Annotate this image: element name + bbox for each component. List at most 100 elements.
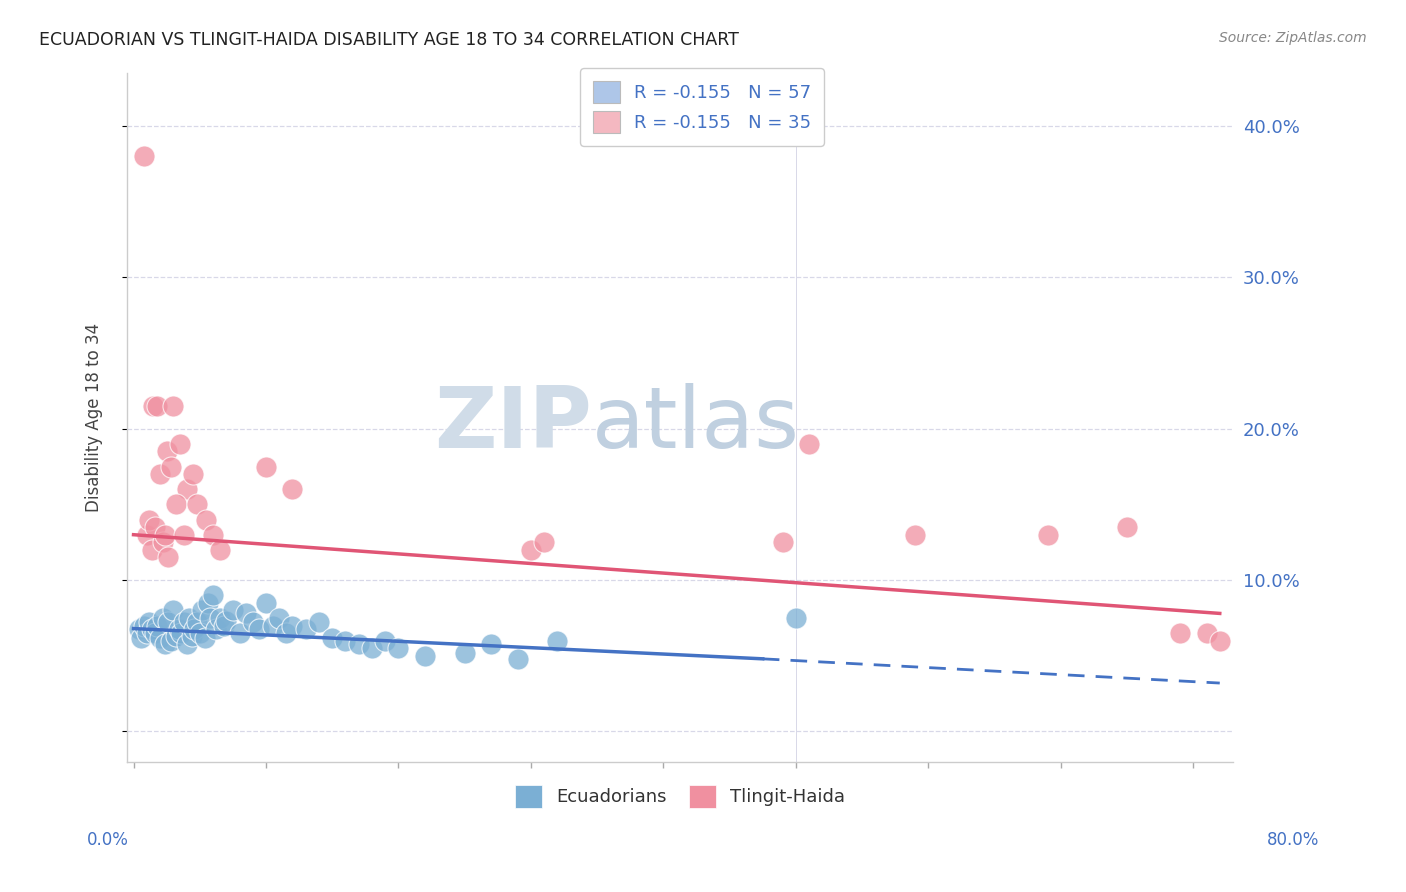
- Text: Source: ZipAtlas.com: Source: ZipAtlas.com: [1219, 31, 1367, 45]
- Point: [546, 633, 568, 648]
- Point: [347, 637, 370, 651]
- Point: [179, 611, 201, 625]
- Point: [162, 399, 184, 413]
- Point: [162, 603, 184, 617]
- Point: [141, 542, 163, 557]
- Point: [197, 596, 219, 610]
- Point: [155, 527, 177, 541]
- Point: [138, 615, 160, 630]
- Text: atlas: atlas: [592, 383, 800, 466]
- Point: [479, 637, 502, 651]
- Point: [235, 607, 257, 621]
- Point: [143, 626, 166, 640]
- Point: [176, 637, 198, 651]
- Point: [262, 618, 284, 632]
- Point: [188, 626, 211, 640]
- Point: [274, 626, 297, 640]
- Point: [785, 611, 807, 625]
- Point: [1116, 520, 1139, 534]
- Text: ECUADORIAN VS TLINGIT-HAIDA DISABILITY AGE 18 TO 34 CORRELATION CHART: ECUADORIAN VS TLINGIT-HAIDA DISABILITY A…: [39, 31, 740, 49]
- Point: [208, 611, 231, 625]
- Point: [135, 527, 157, 541]
- Point: [167, 622, 190, 636]
- Point: [254, 459, 277, 474]
- Text: ZIP: ZIP: [433, 383, 592, 466]
- Point: [169, 437, 191, 451]
- Point: [335, 633, 357, 648]
- Point: [222, 603, 245, 617]
- Y-axis label: Disability Age 18 to 34: Disability Age 18 to 34: [86, 323, 103, 512]
- Point: [281, 483, 304, 497]
- Point: [159, 633, 181, 648]
- Point: [186, 615, 208, 630]
- Point: [173, 615, 195, 630]
- Point: [247, 622, 270, 636]
- Point: [1168, 626, 1191, 640]
- Point: [159, 459, 181, 474]
- Point: [202, 527, 225, 541]
- Point: [772, 535, 794, 549]
- Point: [181, 467, 204, 482]
- Point: [321, 631, 343, 645]
- Point: [294, 622, 316, 636]
- Point: [180, 629, 202, 643]
- Point: [200, 611, 222, 625]
- Point: [269, 611, 291, 625]
- Point: [374, 633, 396, 648]
- Point: [141, 622, 163, 636]
- Point: [143, 520, 166, 534]
- Point: [156, 444, 179, 458]
- Point: [149, 467, 172, 482]
- Point: [156, 550, 179, 565]
- Point: [454, 646, 477, 660]
- Point: [520, 542, 543, 557]
- Point: [191, 603, 214, 617]
- Point: [156, 615, 179, 630]
- Point: [142, 399, 165, 413]
- Point: [183, 622, 205, 636]
- Point: [134, 149, 156, 163]
- Point: [128, 622, 150, 636]
- Point: [1209, 633, 1232, 648]
- Point: [176, 483, 198, 497]
- Point: [195, 512, 218, 526]
- Point: [228, 626, 250, 640]
- Point: [202, 588, 225, 602]
- Point: [186, 497, 208, 511]
- Point: [308, 615, 330, 630]
- Point: [165, 497, 187, 511]
- Point: [131, 631, 153, 645]
- Point: [135, 626, 157, 640]
- Point: [254, 596, 277, 610]
- Point: [387, 641, 409, 656]
- Point: [204, 622, 226, 636]
- Point: [152, 611, 174, 625]
- Text: 80.0%: 80.0%: [1267, 831, 1319, 849]
- Text: 0.0%: 0.0%: [87, 831, 129, 849]
- Point: [1195, 626, 1218, 640]
- Point: [1036, 527, 1059, 541]
- Point: [506, 652, 529, 666]
- Point: [208, 542, 231, 557]
- Point: [361, 641, 384, 656]
- Point: [170, 626, 193, 640]
- Point: [904, 527, 927, 541]
- Point: [138, 512, 160, 526]
- Point: [173, 527, 195, 541]
- Legend: Ecuadorians, Tlingit-Haida: Ecuadorians, Tlingit-Haida: [508, 778, 852, 814]
- Point: [281, 618, 304, 632]
- Point: [194, 631, 217, 645]
- Point: [413, 648, 436, 663]
- Point: [165, 629, 187, 643]
- Point: [149, 631, 172, 645]
- Point: [215, 614, 238, 628]
- Point: [797, 437, 820, 451]
- Point: [242, 615, 264, 630]
- Point: [146, 618, 169, 632]
- Point: [134, 618, 156, 632]
- Point: [212, 618, 235, 632]
- Point: [146, 399, 169, 413]
- Point: [152, 535, 174, 549]
- Point: [533, 535, 555, 549]
- Point: [155, 637, 177, 651]
